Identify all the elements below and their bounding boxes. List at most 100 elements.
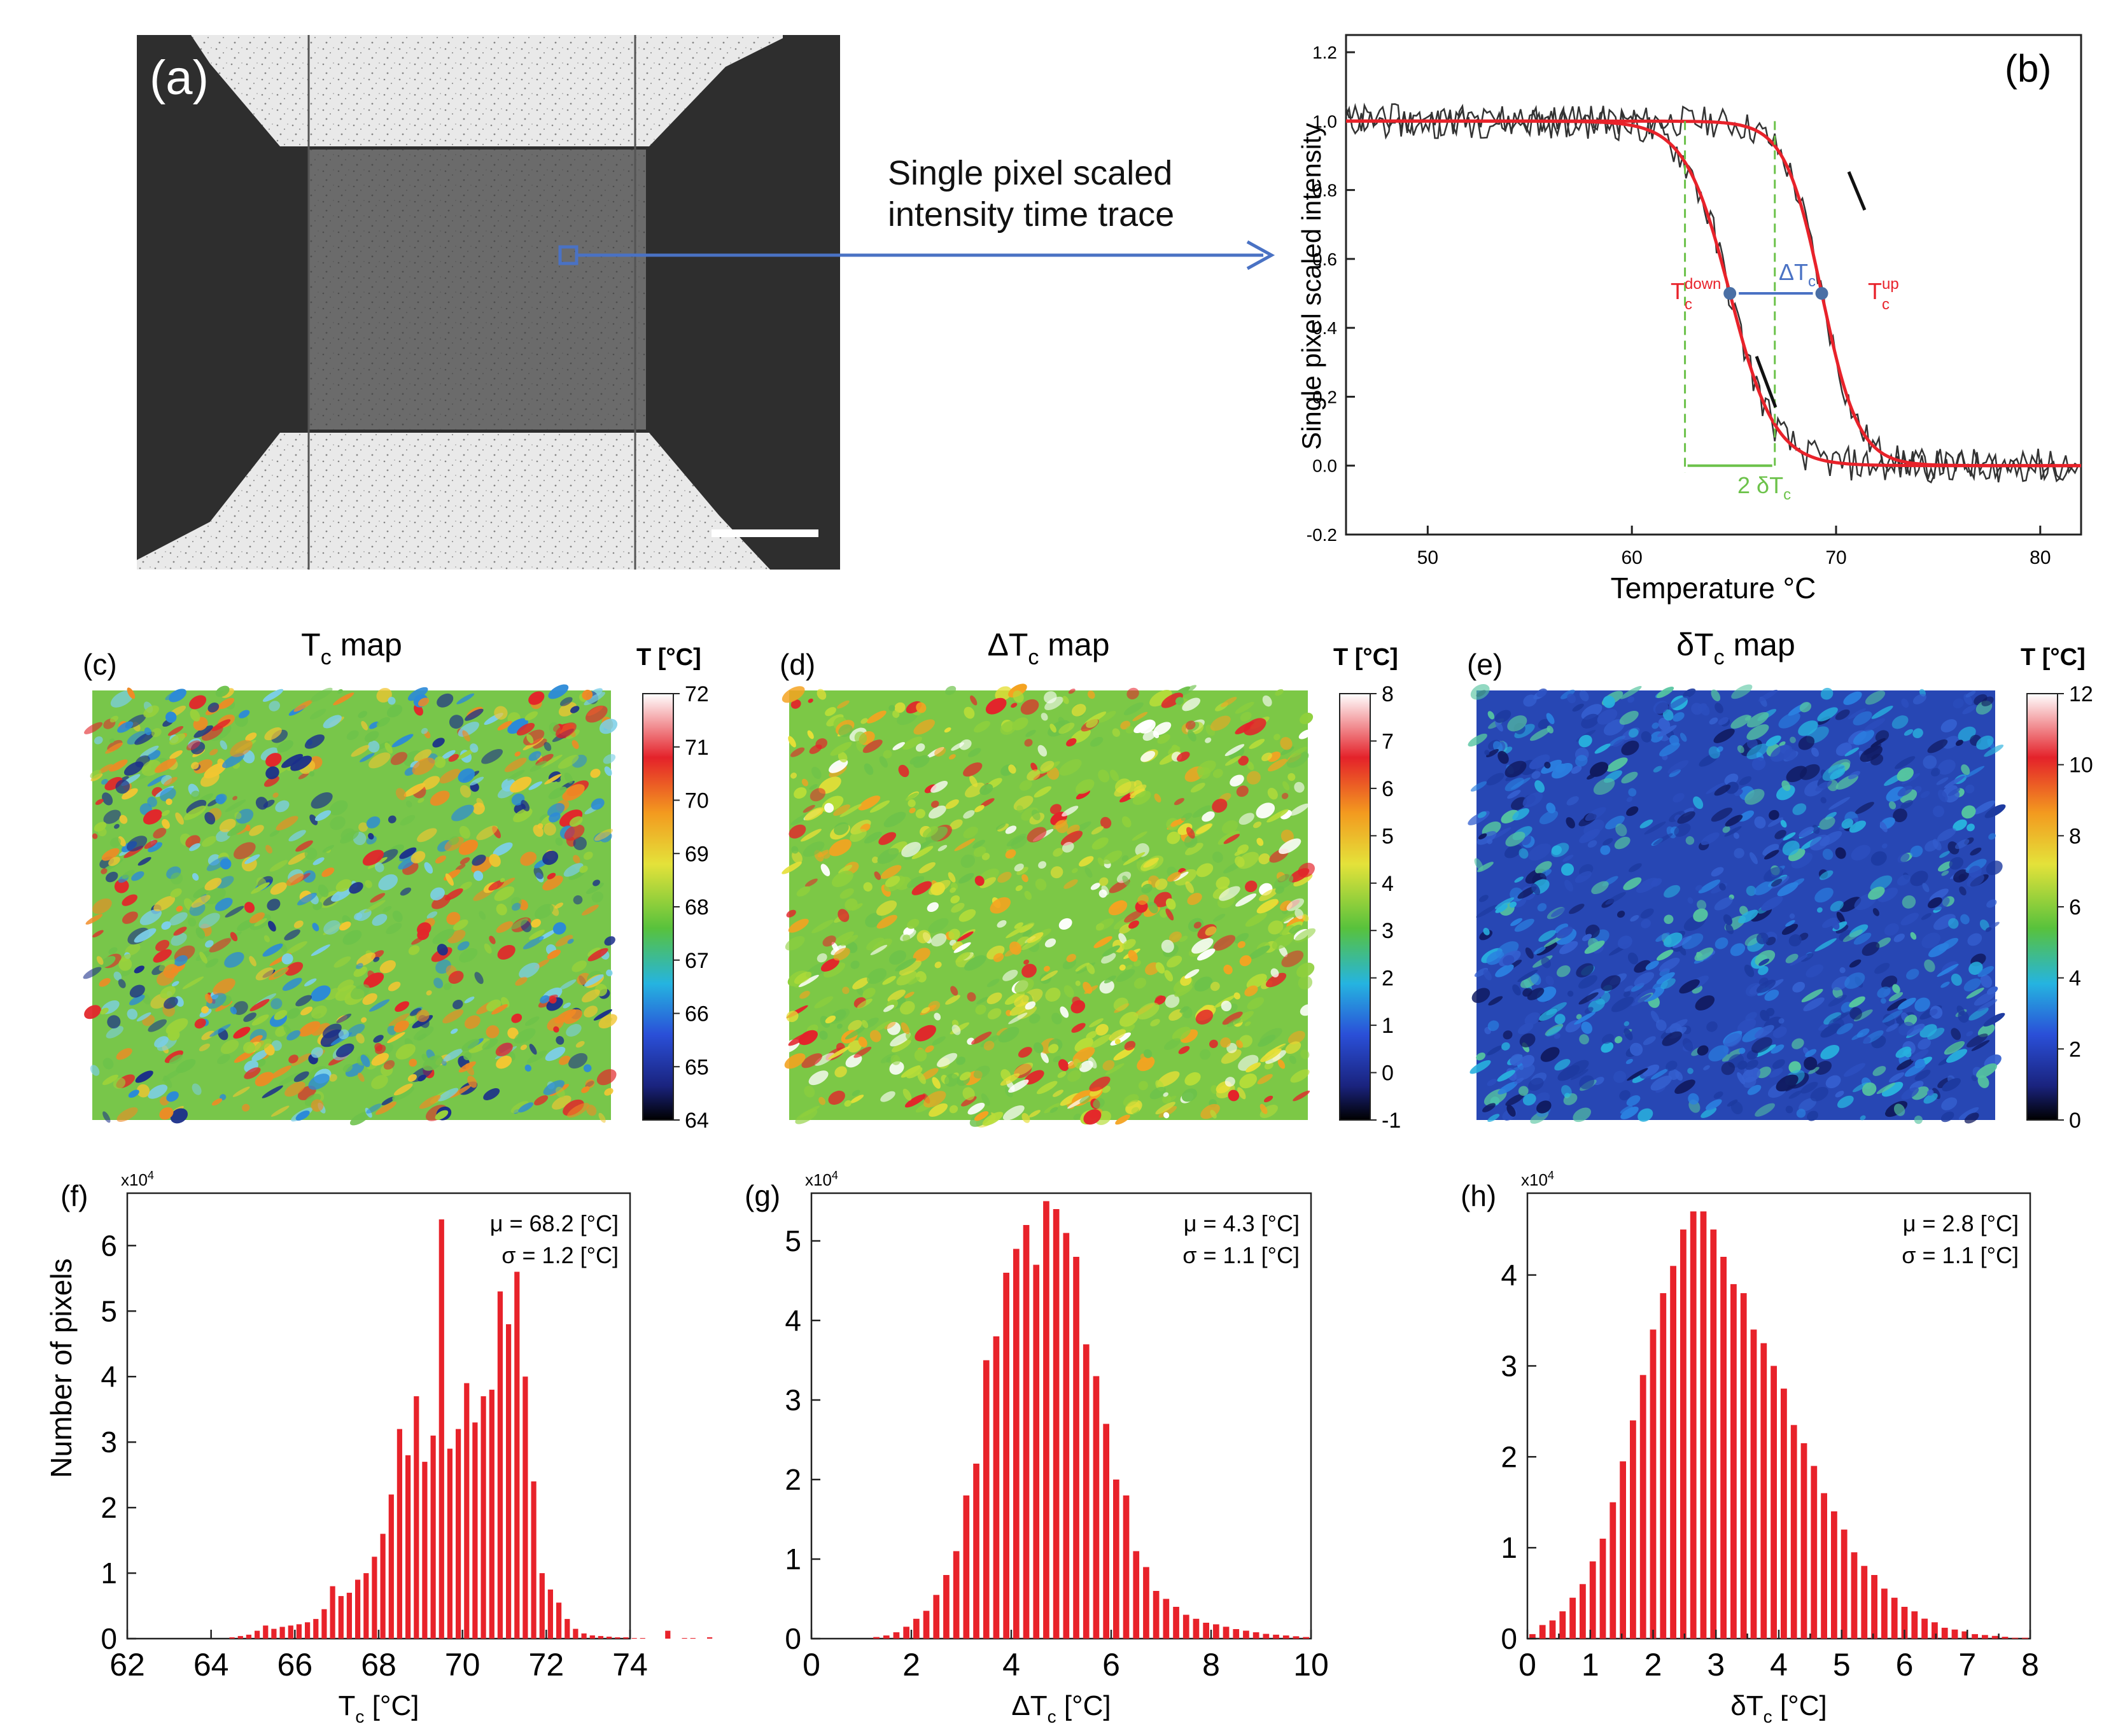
map-blob: [1062, 696, 1069, 704]
map-blob: [465, 1063, 475, 1076]
map-blob: [534, 1095, 549, 1106]
map-blob: [803, 841, 825, 857]
colorbar-tick-label: 70: [685, 789, 709, 813]
map-blob: [945, 799, 959, 809]
map-blob: [1974, 991, 1996, 1006]
map-blob: [820, 958, 839, 972]
map-blob: [400, 887, 412, 896]
map-blob: [1477, 811, 1487, 818]
map-blob: [1286, 752, 1309, 768]
map-blob: [356, 952, 376, 967]
map-blob: [1798, 720, 1818, 736]
map-blob: [1582, 934, 1592, 941]
map-blob: [507, 769, 525, 781]
map-blob: [1237, 1087, 1246, 1100]
map-blob: [1546, 1026, 1562, 1037]
map-blob: [1937, 828, 1956, 841]
map-blob: [143, 705, 159, 718]
histogram-bar: [1243, 1630, 1249, 1639]
map-blob: [262, 1085, 283, 1098]
map-blob: [311, 1005, 327, 1019]
map-blob: [971, 1032, 992, 1045]
map-blob: [1901, 698, 1909, 708]
map-blob: [340, 830, 359, 844]
map-blob: [963, 827, 978, 839]
map-blob: [1510, 797, 1527, 810]
map-blob: [232, 1086, 250, 1097]
map-blob: [1212, 799, 1228, 813]
map-blob: [169, 689, 186, 703]
map-blob: [817, 850, 829, 858]
map-blob: [1764, 850, 1779, 860]
map-blob: [1593, 1077, 1604, 1086]
map-blob: [108, 857, 120, 866]
map-blob: [902, 934, 911, 942]
map-blob: [96, 956, 104, 965]
map-blob: [790, 747, 805, 757]
map-blob: [547, 949, 561, 960]
histogram-bar: [396, 1429, 402, 1639]
map-blob: [1062, 806, 1079, 817]
histogram-bar: [547, 1589, 553, 1639]
map-blob: [170, 872, 183, 885]
map-blob: [882, 976, 896, 985]
map-blob: [956, 1056, 966, 1065]
map-blob: [1781, 923, 1799, 935]
map-blob: [255, 967, 274, 981]
map-blob: [1737, 1072, 1746, 1085]
map-blob: [1641, 731, 1652, 743]
map-blob: [238, 710, 250, 718]
map-blob: [407, 1074, 417, 1082]
histogram-bar: [1660, 1293, 1667, 1639]
histogram-bar: [1650, 1329, 1657, 1639]
histogram-bar: [1710, 1229, 1717, 1639]
map-blob: [1746, 885, 1757, 896]
map-blob: [1964, 1112, 1979, 1124]
map-blob: [288, 1054, 298, 1063]
map-blob: [908, 977, 920, 985]
map-blob: [403, 783, 426, 797]
map-blob: [877, 848, 899, 864]
map-blob: [1006, 925, 1028, 939]
map-blob: [1655, 932, 1670, 942]
map-blob: [1828, 797, 1851, 810]
map-blob: [497, 944, 515, 960]
map-blob: [1933, 914, 1956, 930]
x-tick-label: 4: [1002, 1647, 1020, 1683]
map-blob: [1591, 881, 1609, 895]
map-blob: [1730, 943, 1746, 956]
map-blob: [1546, 802, 1556, 814]
map-blob: [1143, 857, 1159, 868]
map-blob: [573, 895, 583, 905]
map-blob: [1179, 1006, 1189, 1013]
map-blob: [1022, 930, 1032, 937]
map-blob: [1155, 962, 1165, 974]
histogram-bar: [1991, 1635, 1998, 1639]
map-1-label: (d): [780, 648, 815, 681]
map-blob: [1567, 693, 1576, 704]
map-blob: [1030, 762, 1038, 772]
map-blob: [1832, 1011, 1851, 1022]
hist-f-sigma: σ = 1.2 [°C]: [501, 1242, 619, 1268]
map-blob: [483, 1088, 500, 1100]
map-blob: [1778, 1018, 1785, 1024]
map-blob: [230, 1006, 237, 1014]
map-blob: [449, 715, 464, 729]
histogram-bar: [1861, 1565, 1868, 1639]
map-blob: [858, 1037, 867, 1047]
histogram-bar: [422, 1462, 428, 1639]
map-blob: [1650, 1011, 1660, 1023]
map-blob: [1279, 925, 1294, 935]
map-blob: [1164, 1038, 1181, 1050]
map-blob: [160, 986, 176, 999]
hist-h-label: (h): [1461, 1179, 1496, 1212]
map-blob: [269, 701, 281, 711]
map-blob: [391, 734, 414, 748]
map-blob: [1944, 1041, 1965, 1055]
map-blob: [489, 853, 501, 867]
map-blob: [544, 823, 556, 836]
map-blob: [249, 825, 264, 836]
map-blob: [496, 1055, 512, 1069]
map-blob: [1815, 780, 1832, 792]
map-blob: [976, 997, 988, 1005]
